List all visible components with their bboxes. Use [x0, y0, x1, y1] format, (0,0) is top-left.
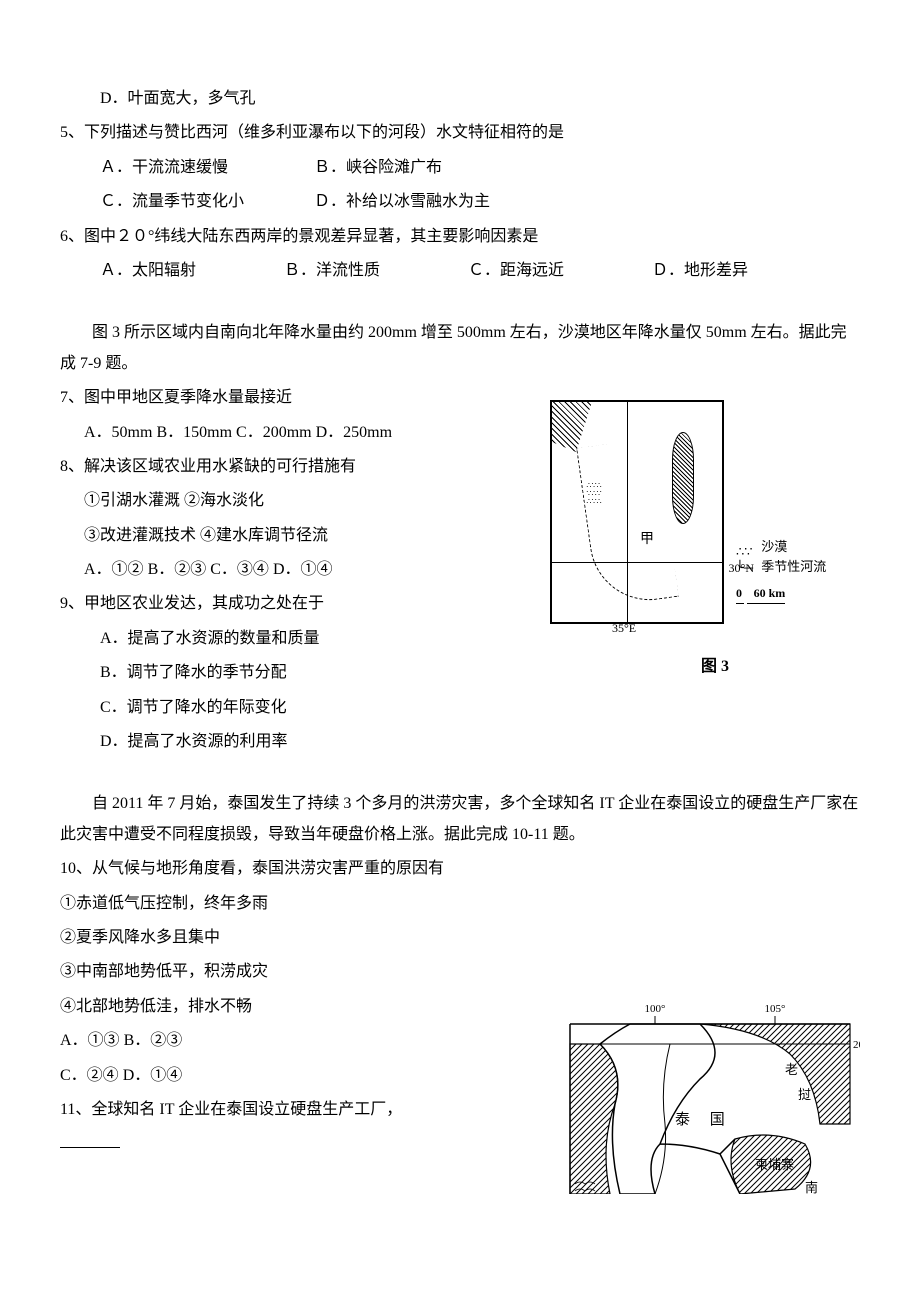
figure-3-lon-label: 35°E [612, 617, 636, 640]
fig4-lat20: 20° [853, 1039, 860, 1051]
scale-60: 60 km [747, 584, 785, 604]
legend-desert: 沙漠 [761, 539, 787, 554]
q9-opt-a: A．提高了水资源的数量和质量 [60, 624, 580, 654]
figure-4-map: 100° 105° 20° 泰 国 老 挝 柬埔寨 南 [560, 994, 860, 1194]
q6-stem: 6、图中２０°纬线大陆东西两岸的景观差异显著，其主要影响因素是 [60, 222, 860, 252]
q8-opt-b: B．②③ [148, 561, 207, 578]
q4-option-d: D．叶面宽大，多气孔 [60, 84, 860, 114]
q5-opt-a: Ａ．干流流速缓慢 [100, 153, 310, 183]
q6-opt-d: Ｄ．地形差异 [652, 256, 748, 286]
q8-opt-a: A．①② [84, 561, 144, 578]
fig4-cambodia: 柬埔寨 [755, 1157, 794, 1172]
scale-0: 0 [736, 584, 744, 604]
q10-opt-a: A．①③ [60, 1032, 120, 1049]
figure-3-map: ∴∵∴∵∴∵∴∵∴ 甲 35°E 30°N [550, 400, 724, 624]
fig4-lon105: 105° [765, 1003, 786, 1015]
fig4-laos: 老 [785, 1062, 798, 1077]
q7-opt-c: C．200mm [236, 424, 312, 441]
figure-3-caption: 图 3 [550, 652, 880, 682]
q7-opt-a: A．50mm [84, 424, 152, 441]
q9-opt-c: C．调节了降水的年际变化 [60, 693, 580, 723]
q10-item-2: ②夏季风降水多且集中 [60, 923, 860, 953]
passage-7-9: 图 3 所示区域内自南向北年降水量由约 200mm 增至 500mm 左右，沙漠… [60, 318, 860, 379]
q10-opt-d: D．①④ [123, 1067, 183, 1084]
q9-opt-b: B．调节了降水的季节分配 [60, 658, 580, 688]
q8-stem: 8、解决该区域农业用水紧缺的可行措施有 [60, 452, 540, 482]
fig4-south: 南 [805, 1180, 818, 1194]
q11-stem: 11、全球知名 IT 企业在泰国设立硬盘生产工厂， [60, 1095, 540, 1125]
figure-3-legend: ∴∵ 沙漠 ╰─ 季节性河流 0 60 km [736, 537, 826, 624]
figure-3-jia-label: 甲 [640, 527, 654, 554]
q6-opt-c: Ｃ．距海远近 [468, 256, 648, 286]
q5-opt-c: Ｃ．流量季节变化小 [100, 187, 310, 217]
fig4-thailand: 泰 国 [675, 1111, 733, 1128]
q8-item-2: ②海水淡化 [184, 492, 264, 509]
q8-item-1: ①引湖水灌溉 [84, 492, 180, 509]
q5-options-row1: Ａ．干流流速缓慢 Ｂ．峡谷险滩广布 [60, 153, 860, 183]
q10-options-row1: A．①③ B．②③ [60, 1026, 540, 1056]
q8-opt-d: D．①④ [273, 561, 333, 578]
q8-item-4: ④建水库调节径流 [200, 527, 328, 544]
q10-options-row2: C．②④ D．①④ [60, 1061, 540, 1091]
q8-options: A．①② B．②③ C．③④ D．①④ [60, 555, 564, 585]
figure-3: ∴∵∴∵∴∵∴∵∴ 甲 35°E 30°N ∴∵ 沙漠 ╰─ 季节性河流 0 6… [550, 400, 880, 682]
q10-opt-b: B．②③ [124, 1032, 183, 1049]
q7-stem: 7、图中甲地区夏季降水量最接近 [60, 383, 540, 413]
q7-options: A．50mm B．150mm C．200mm D．250mm [60, 418, 564, 448]
q5-stem: 5、下列描述与赞比西河（维多利亚瀑布以下的河段）水文特征相符的是 [60, 118, 860, 148]
q7-opt-d: D．250mm [316, 424, 392, 441]
figure-3-lat-label: 30°N [729, 557, 754, 580]
legend-river: 季节性河流 [761, 559, 826, 574]
q5-options-row2: Ｃ．流量季节变化小 Ｄ．补给以冰雪融水为主 [60, 187, 860, 217]
q5-opt-d: Ｄ．补给以冰雪融水为主 [314, 187, 490, 217]
fig4-laos2: 挝 [798, 1087, 811, 1102]
q9-opt-d: D．提高了水资源的利用率 [60, 727, 580, 757]
q6-opt-b: Ｂ．洋流性质 [284, 256, 464, 286]
figure-4: 100° 105° 20° 泰 国 老 挝 柬埔寨 南 [560, 994, 880, 1194]
q6-opt-a: Ａ．太阳辐射 [100, 256, 280, 286]
q7-opt-b: B．150mm [156, 424, 232, 441]
passage-10-11: 自 2011 年 7 月始，泰国发生了持续 3 个多月的洪涝灾害，多个全球知名 … [60, 789, 860, 850]
q8-opt-c: C．③④ [210, 561, 269, 578]
q8-item-3: ③改进灌溉技术 [84, 527, 196, 544]
q9-stem: 9、甲地区农业发达，其成功之处在于 [60, 589, 540, 619]
fig4-lon100: 100° [645, 1003, 666, 1015]
q8-items-row2: ③改进灌溉技术 ④建水库调节径流 [60, 521, 564, 551]
q10-item-3: ③中南部地势低平，积涝成灾 [60, 957, 860, 987]
q5-opt-b: Ｂ．峡谷险滩广布 [314, 153, 442, 183]
q6-options: Ａ．太阳辐射 Ｂ．洋流性质 Ｃ．距海远近 Ｄ．地形差异 [60, 256, 860, 286]
q10-item-1: ①赤道低气压控制，终年多雨 [60, 889, 860, 919]
q8-items-row1: ①引湖水灌溉 ②海水淡化 [60, 486, 564, 516]
q10-opt-c: C．②④ [60, 1067, 119, 1084]
q10-stem: 10、从气候与地形角度看，泰国洪涝灾害严重的原因有 [60, 854, 860, 884]
